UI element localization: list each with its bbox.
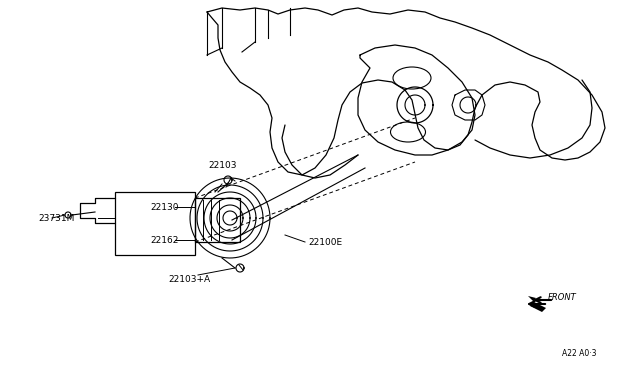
Bar — [195, 198, 240, 242]
Polygon shape — [528, 296, 546, 312]
Text: 22103+A: 22103+A — [168, 276, 210, 285]
Text: 22103: 22103 — [208, 160, 237, 170]
Text: 22130: 22130 — [150, 202, 179, 212]
Text: 23731M: 23731M — [38, 214, 74, 222]
Text: 22100E: 22100E — [308, 237, 342, 247]
Bar — [115, 192, 195, 255]
Text: FRONT: FRONT — [548, 294, 577, 302]
Text: A22 A0·3: A22 A0·3 — [562, 349, 596, 357]
Text: 22162: 22162 — [150, 235, 179, 244]
